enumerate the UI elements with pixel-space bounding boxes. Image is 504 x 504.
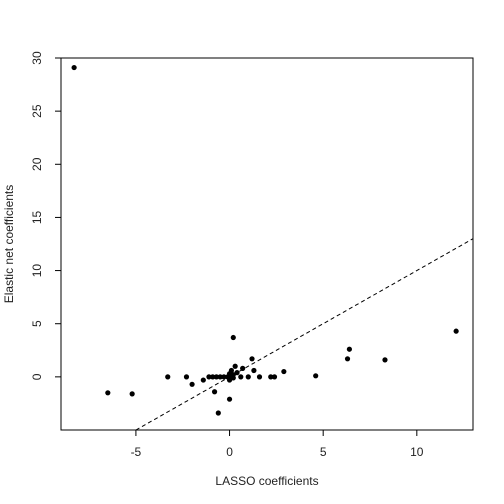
data-point (213, 374, 220, 380)
data-point (234, 370, 240, 376)
plot-area (60, 57, 474, 431)
y-tick-label: 0 (30, 373, 44, 380)
data-point (71, 64, 77, 71)
data-point (238, 374, 244, 380)
data-point (382, 357, 388, 363)
reference-line (135, 238, 474, 431)
data-point (230, 334, 236, 341)
plot-frame (60, 57, 474, 431)
data-point (221, 374, 227, 380)
data-point (245, 374, 251, 380)
data-point (249, 356, 255, 362)
data-point (232, 363, 238, 369)
data-point (129, 391, 135, 397)
x-tick-label: 5 (320, 445, 327, 459)
x-tick-label: -5 (131, 445, 142, 459)
data-point (211, 389, 218, 395)
x-tick-label: 0 (226, 445, 233, 459)
data-point (268, 374, 274, 380)
data-point (206, 374, 212, 380)
data-point (344, 356, 351, 362)
data-point (183, 374, 190, 380)
data-point (226, 396, 233, 402)
y-tick-label: 25 (30, 104, 44, 118)
data-point (256, 374, 263, 380)
y-axis-title: Elastic net coefficients (2, 185, 16, 304)
data-point (271, 374, 278, 380)
data-points (71, 64, 459, 416)
y-tick-label: 10 (30, 264, 44, 278)
data-point (453, 328, 459, 334)
y-tick-label: 30 (30, 51, 44, 65)
data-point (210, 374, 216, 380)
data-point (313, 373, 319, 379)
x-axis-title: LASSO coefficients (215, 474, 318, 488)
y-tick-label: 20 (30, 157, 44, 171)
data-point (346, 346, 352, 352)
x-axis: -5 0 5 10 (131, 430, 424, 459)
data-point (281, 368, 287, 375)
data-point (230, 375, 236, 381)
data-point (217, 374, 223, 380)
data-point (165, 374, 171, 380)
data-point (228, 367, 235, 374)
data-point (105, 390, 111, 396)
y-tick-label: 5 (30, 320, 44, 327)
data-point (240, 365, 246, 371)
data-point (215, 410, 221, 416)
data-point (189, 381, 195, 387)
data-point (251, 367, 257, 374)
y-tick-label: 15 (30, 210, 44, 224)
data-point (200, 377, 206, 383)
x-tick-label: 10 (410, 445, 424, 459)
y-axis: 0 5 10 15 20 25 30 (30, 51, 61, 380)
